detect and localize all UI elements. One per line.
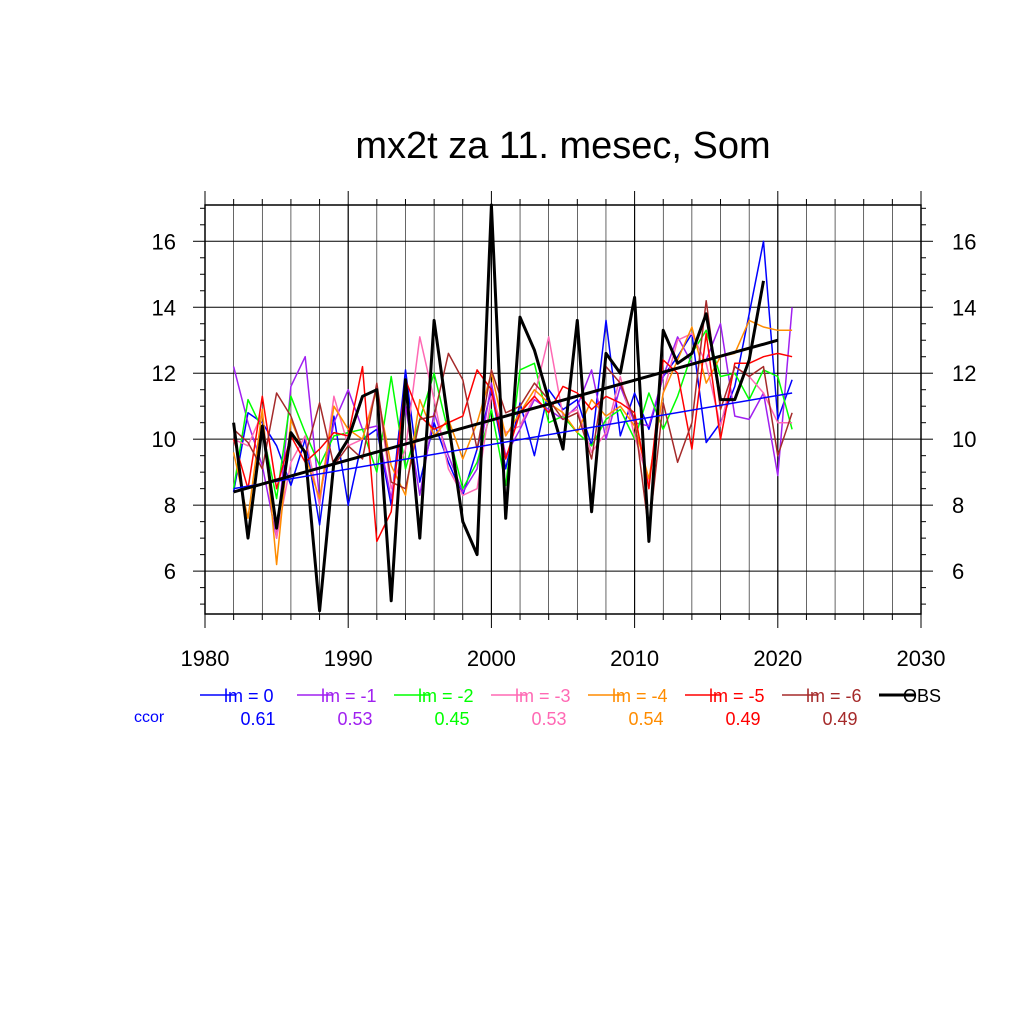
- y-tick-label-right: 6: [952, 559, 964, 584]
- legend-ccor-value: 0.54: [628, 709, 663, 729]
- y-tick-label-right: 12: [952, 361, 976, 386]
- legend-label: lm = -1: [321, 686, 377, 706]
- y-tick-label-left: 8: [164, 493, 176, 518]
- axes: 1980 1990 2000 2010 2020 2030 6 6 8 8 10 10 12 12 14 14…: [152, 191, 976, 671]
- legend-ccor-value: 0.49: [725, 709, 760, 729]
- ccor-label: ccor: [134, 709, 165, 726]
- chart-title: mx2t za 11. mesec, Som: [355, 125, 770, 167]
- plot-frame: [204, 204, 922, 615]
- legend-ccor-value: 0.61: [240, 709, 275, 729]
- legend-label: lm = -4: [612, 686, 668, 706]
- legend-label: lm = -2: [418, 686, 474, 706]
- x-tick-label: 1990: [324, 646, 373, 671]
- legend-ccor-value: 0.49: [822, 709, 857, 729]
- legend-label: OBS: [903, 686, 941, 706]
- y-tick-label-right: 16: [952, 229, 976, 254]
- y-tick-label-left: 16: [152, 229, 176, 254]
- legend-label: lm = -6: [806, 686, 862, 706]
- x-tick-label: 2020: [753, 646, 802, 671]
- y-tick-label-left: 6: [164, 559, 176, 584]
- trend-line-obs: [233, 338, 779, 494]
- y-tick-label-right: 10: [952, 427, 976, 452]
- y-tick-label-left: 10: [152, 427, 176, 452]
- trend-line-lm-0: [233, 392, 793, 490]
- legend-label: lm = -5: [709, 686, 765, 706]
- legend-ccor-value: 0.53: [531, 709, 566, 729]
- x-tick-label: 2010: [610, 646, 659, 671]
- legend-ccor-value: 0.45: [434, 709, 469, 729]
- y-tick-label-left: 14: [152, 295, 176, 320]
- legend-ccor-value: 0.53: [337, 709, 372, 729]
- series-line-obs: [232, 203, 765, 613]
- y-tick-label-left: 12: [152, 361, 176, 386]
- legend: lm = 0 0.61 lm = -1 0.53 lm = -2 0.45 lm = -3 0…: [200, 686, 941, 729]
- plot-lines: [232, 203, 793, 613]
- legend-label: lm = -3: [515, 686, 571, 706]
- x-tick-label: 2000: [467, 646, 516, 671]
- y-tick-label-right: 8: [952, 493, 964, 518]
- x-tick-label: 1980: [181, 646, 230, 671]
- y-tick-label-right: 14: [952, 295, 976, 320]
- x-tick-label: 2030: [897, 646, 946, 671]
- legend-label: lm = 0: [224, 686, 274, 706]
